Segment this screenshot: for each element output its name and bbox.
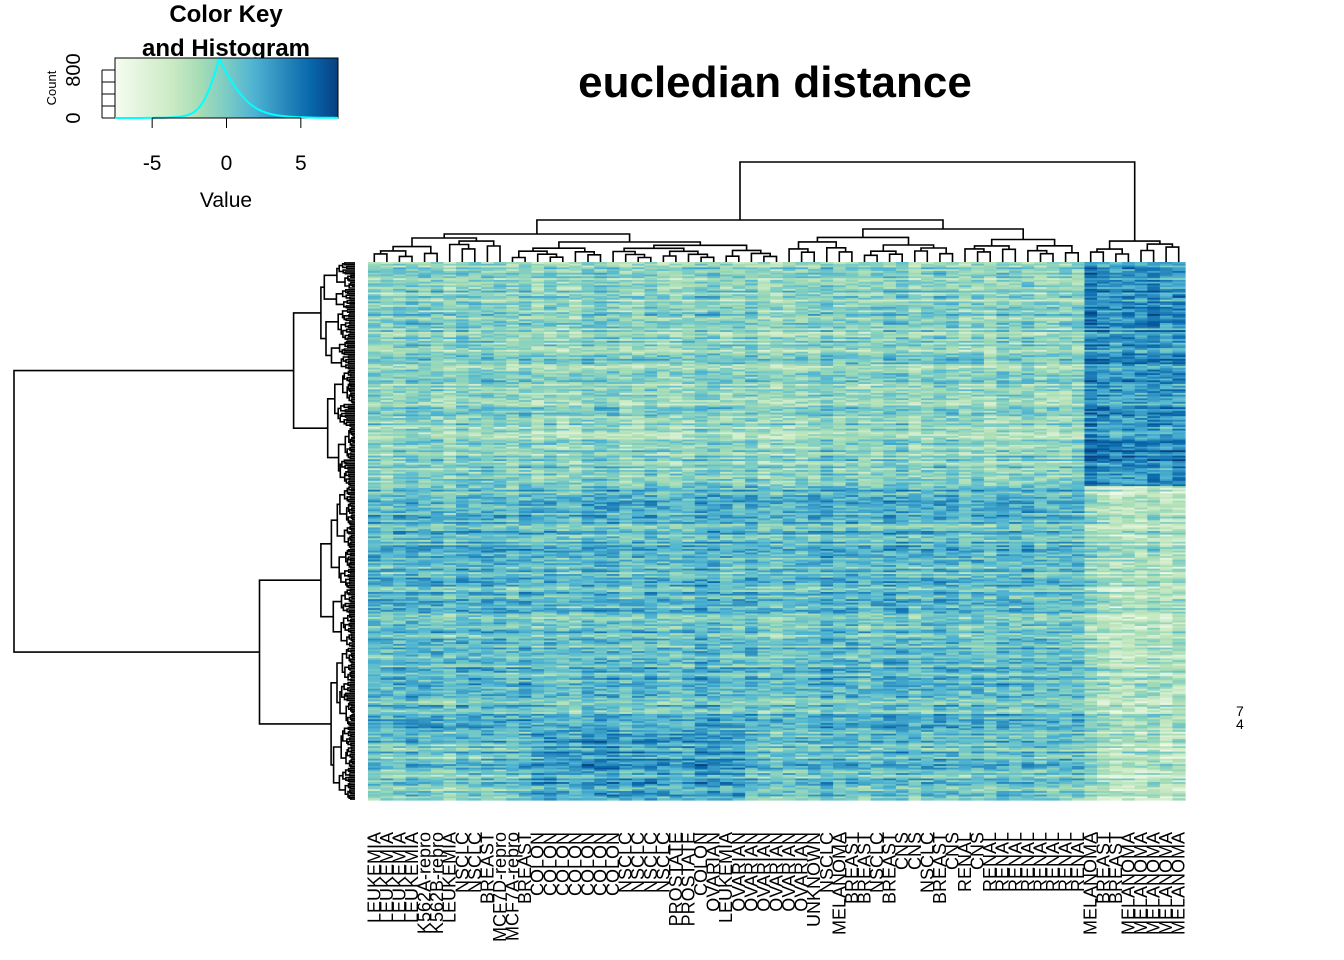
column-label: OVARIAN — [792, 832, 812, 912]
column-label: K562B-repro — [427, 832, 447, 934]
column-label: MELANOMA — [1156, 832, 1176, 935]
column-label: NSCLC — [452, 832, 472, 893]
column-label: RENAL — [1068, 832, 1088, 892]
column-label: NSCLC — [628, 832, 648, 893]
color-key-xlabel: Value — [200, 189, 252, 212]
column-label: RENAL — [993, 832, 1013, 892]
column-label: BREAST — [842, 832, 862, 904]
column-label: OVARIAN — [741, 832, 761, 912]
color-key-x-tick: 5 — [295, 152, 307, 175]
chart-title: eucledian distance — [578, 58, 972, 107]
column-label: BREAST — [515, 832, 535, 904]
row-dendrogram — [13, 262, 355, 800]
column-label: COLON — [578, 832, 598, 896]
column-label: NSCLC — [917, 832, 937, 893]
column-label: LEUKEMIA — [402, 832, 422, 923]
color-key-x-tick: -5 — [143, 152, 162, 175]
column-label: MCF7A-repro — [503, 832, 523, 941]
column-label: COLON — [591, 832, 611, 896]
column-label: COLON — [528, 832, 548, 896]
column-label: LEUKEMIA — [377, 832, 397, 923]
column-label: BREAST — [1093, 832, 1113, 904]
color-key-y-tick: 0 — [63, 112, 85, 123]
heatmap-cells — [368, 262, 1186, 801]
column-label: NSCLC — [465, 832, 485, 893]
column-label: OVARIAN — [704, 832, 724, 912]
column-label: RENAL — [1005, 832, 1025, 892]
column-label: BREAST — [855, 832, 875, 904]
column-label: OVARIAN — [767, 832, 787, 912]
column-label: CNS — [968, 832, 988, 870]
column-label: OVARIAN — [779, 832, 799, 912]
column-label: COLON — [691, 832, 711, 896]
column-label: MELANOMA — [1144, 832, 1164, 935]
column-label: LEUKEMIA — [716, 832, 736, 923]
color-key-x-tick: 0 — [221, 152, 233, 175]
row-labels: 74 — [1236, 703, 1244, 732]
column-label: BREAST — [477, 832, 497, 904]
color-key-y-tick: 800 — [63, 53, 85, 86]
column-label: RENAL — [1018, 832, 1038, 892]
color-key-title-line1: Color Key — [169, 1, 283, 28]
column-label: MELANOMA — [1081, 832, 1101, 935]
column-label: MELANOMA — [1118, 832, 1138, 935]
column-label: NSCLC — [653, 832, 673, 893]
column-label: RENAL — [980, 832, 1000, 892]
color-key-axes: -5 0 5 0 800 — [63, 53, 307, 175]
column-label: MELANOMA — [1131, 832, 1151, 935]
column-label: CNS — [892, 832, 912, 870]
column-label: MELANOMA — [1169, 832, 1189, 935]
column-label: NSCLC — [817, 832, 837, 893]
color-key-gradient — [114, 57, 339, 119]
column-label: NSCLC — [641, 832, 661, 893]
column-label: PROSTATE — [679, 832, 699, 926]
column-label: NSCLC — [616, 832, 636, 893]
column-label: PROSTATE — [666, 832, 686, 926]
column-label: BREAST — [1106, 832, 1126, 904]
column-label: BREAST — [880, 832, 900, 904]
column-label: OVARIAN — [754, 832, 774, 912]
column-dendrogram — [373, 161, 1180, 262]
row-label: 4 — [1236, 716, 1244, 732]
column-label: COLON — [540, 832, 560, 896]
column-label: CNS — [943, 832, 963, 870]
column-label: RENAL — [1056, 832, 1076, 892]
column-labels: LEUKEMIALEUKEMIALEUKEMIALEUKEMIAK562A-re… — [364, 832, 1188, 942]
column-label: RENAL — [955, 832, 975, 892]
column-label: BREAST — [930, 832, 950, 904]
column-label: COLON — [553, 832, 573, 896]
column-label: COLON — [603, 832, 623, 896]
column-label: CNS — [905, 832, 925, 870]
column-label: LEUKEMIA — [389, 832, 409, 923]
column-label: RENAL — [1031, 832, 1051, 892]
column-label: MCF7D-repro — [490, 832, 510, 942]
color-key-ylabel: Count — [44, 70, 59, 105]
column-label: COLON — [565, 832, 585, 896]
column-label: K562A-repro — [415, 832, 435, 934]
column-label: LEUKEMIA — [440, 832, 460, 923]
column-label: OVARIAN — [729, 832, 749, 912]
column-label: UNKNOWN — [804, 832, 824, 927]
column-label: NSCLC — [867, 832, 887, 893]
column-label: LEUKEMIA — [364, 832, 384, 923]
row-label: 7 — [1236, 703, 1244, 719]
column-label: RENAL — [1043, 832, 1063, 892]
column-label: MELANOMA — [829, 832, 849, 935]
